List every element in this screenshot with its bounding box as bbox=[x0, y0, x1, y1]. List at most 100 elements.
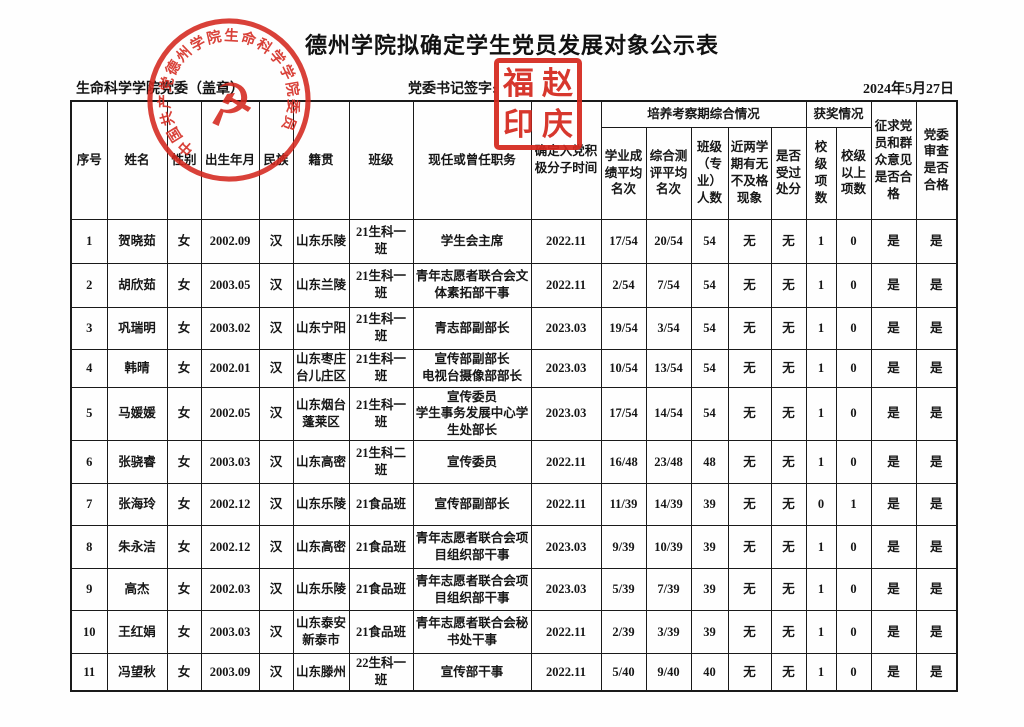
table-row: 11 冯望秋女 2003.09 汉山东滕州 22生科一班 宣传部干事 2022.11 5/40… bbox=[70, 653, 958, 692]
group-header-training: 培养考察期综合情况 bbox=[600, 100, 807, 128]
col-header-index: 序号 bbox=[70, 100, 108, 220]
cell-opinion_qualified: 是 bbox=[870, 440, 917, 485]
document-date: 2024年5月27日 bbox=[863, 82, 954, 97]
cell-punishment: 无 bbox=[770, 653, 807, 692]
cell-school_awards: 0 bbox=[805, 483, 837, 527]
cell-birth: 2002.01 bbox=[200, 348, 260, 388]
table-row: 10 王红娟女 2003.03 汉山东泰安新泰市 21食品班 青年志愿者联合会秘书处干事 2… bbox=[70, 610, 958, 655]
cell-above_school_awards: 0 bbox=[835, 306, 872, 350]
cell-fail_record: 无 bbox=[727, 525, 772, 570]
cell-fail_record: 无 bbox=[727, 386, 772, 442]
cell-academic_rank: 19/54 bbox=[600, 306, 647, 350]
cell-comprehensive_rank: 3/54 bbox=[645, 306, 692, 350]
cell-academic_rank: 10/54 bbox=[600, 348, 647, 388]
cell-position: 青志部副部长 bbox=[412, 306, 532, 350]
cell-native_place: 山东高密 bbox=[292, 440, 350, 485]
cell-index: 5 bbox=[70, 386, 108, 442]
cell-academic_rank: 5/39 bbox=[600, 568, 647, 612]
cell-name: 张海玲 bbox=[106, 483, 168, 527]
cell-class_size: 54 bbox=[690, 306, 729, 350]
col-header-class-size: 班级（专业）人数 bbox=[690, 126, 729, 220]
cell-opinion_qualified: 是 bbox=[870, 610, 917, 655]
cell-index: 3 bbox=[70, 306, 108, 350]
cell-name: 胡欣茹 bbox=[106, 262, 168, 308]
col-header-join-time: 确定入党积极分子时间 bbox=[530, 100, 602, 220]
cell-opinion_qualified: 是 bbox=[870, 386, 917, 442]
table-row: 9 高杰女 2002.03 汉山东乐陵 21食品班 青年志愿者联合会项目组织部干事 2023… bbox=[70, 568, 958, 612]
cell-gender: 女 bbox=[166, 348, 202, 388]
cell-fail_record: 无 bbox=[727, 262, 772, 308]
cell-class_size: 54 bbox=[690, 262, 729, 308]
cell-opinion_qualified: 是 bbox=[870, 568, 917, 612]
cell-index: 4 bbox=[70, 348, 108, 388]
table-row: 3 巩瑞明女 2003.02 汉山东宁阳 21生科一班 青志部副部长 2023.03 19/5… bbox=[70, 306, 958, 350]
cell-name: 高杰 bbox=[106, 568, 168, 612]
cell-fail_record: 无 bbox=[727, 306, 772, 350]
col-header-fail-record: 近两学期有无不及格现象 bbox=[727, 126, 772, 220]
cell-opinion_qualified: 是 bbox=[870, 653, 917, 692]
cell-ethnicity: 汉 bbox=[258, 653, 294, 692]
cell-position: 宣传委员 bbox=[412, 440, 532, 485]
cell-comprehensive_rank: 14/39 bbox=[645, 483, 692, 527]
col-header-academic-rank: 学业成绩平均名次 bbox=[600, 126, 647, 220]
cell-ethnicity: 汉 bbox=[258, 440, 294, 485]
cell-comprehensive_rank: 23/48 bbox=[645, 440, 692, 485]
cell-class: 21生科一班 bbox=[348, 262, 414, 308]
cell-position: 青年志愿者联合会秘书处干事 bbox=[412, 610, 532, 655]
cell-punishment: 无 bbox=[770, 262, 807, 308]
col-header-birth: 出生年月 bbox=[200, 100, 260, 220]
cell-ethnicity: 汉 bbox=[258, 306, 294, 350]
cell-native_place: 山东乐陵 bbox=[292, 568, 350, 612]
cell-ethnicity: 汉 bbox=[258, 386, 294, 442]
cell-join_time: 2022.11 bbox=[530, 653, 602, 692]
col-header-name: 姓名 bbox=[106, 100, 168, 220]
cell-birth: 2003.09 bbox=[200, 653, 260, 692]
cell-class: 21食品班 bbox=[348, 568, 414, 612]
cell-ethnicity: 汉 bbox=[258, 610, 294, 655]
cell-fail_record: 无 bbox=[727, 440, 772, 485]
cell-class: 21生科一班 bbox=[348, 348, 414, 388]
cell-class: 22生科一班 bbox=[348, 653, 414, 692]
cell-academic_rank: 16/48 bbox=[600, 440, 647, 485]
cell-school_awards: 1 bbox=[805, 610, 837, 655]
cell-comprehensive_rank: 20/54 bbox=[645, 218, 692, 264]
cell-gender: 女 bbox=[166, 306, 202, 350]
cell-join_time: 2023.03 bbox=[530, 306, 602, 350]
cell-school_awards: 1 bbox=[805, 306, 837, 350]
cell-position: 宣传委员 学生事务发展中心学生处部长 bbox=[412, 386, 532, 442]
cell-name: 王红娟 bbox=[106, 610, 168, 655]
cell-committee_qualified: 是 bbox=[915, 568, 958, 612]
cell-comprehensive_rank: 9/40 bbox=[645, 653, 692, 692]
table-row: 1 贺晓茹女 2002.09 汉山东乐陵 21生科一班 学生会主席 2022.11 17/54… bbox=[70, 218, 958, 264]
cell-above_school_awards: 0 bbox=[835, 348, 872, 388]
col-header-above-school-awards: 校级以上项数 bbox=[835, 126, 872, 220]
cell-academic_rank: 17/54 bbox=[600, 386, 647, 442]
cell-index: 6 bbox=[70, 440, 108, 485]
cell-index: 11 bbox=[70, 653, 108, 692]
cell-ethnicity: 汉 bbox=[258, 525, 294, 570]
cell-punishment: 无 bbox=[770, 483, 807, 527]
col-header-position: 现任或曾任职务 bbox=[412, 100, 532, 220]
cell-gender: 女 bbox=[166, 218, 202, 264]
cell-committee_qualified: 是 bbox=[915, 348, 958, 388]
cell-native_place: 山东滕州 bbox=[292, 653, 350, 692]
cell-punishment: 无 bbox=[770, 440, 807, 485]
cell-fail_record: 无 bbox=[727, 610, 772, 655]
cell-name: 巩瑞明 bbox=[106, 306, 168, 350]
table-row: 6 张骁睿女 2003.03 汉山东高密 21生科二班 宣传委员 2022.11 16/48 2… bbox=[70, 440, 958, 485]
secretary-signature-label: 党委书记签字: bbox=[408, 82, 497, 97]
cell-committee_qualified: 是 bbox=[915, 218, 958, 264]
cell-birth: 2003.02 bbox=[200, 306, 260, 350]
cell-position: 青年志愿者联合会项目组织部干事 bbox=[412, 568, 532, 612]
cell-join_time: 2022.11 bbox=[530, 610, 602, 655]
cell-gender: 女 bbox=[166, 610, 202, 655]
cell-ethnicity: 汉 bbox=[258, 218, 294, 264]
cell-comprehensive_rank: 3/39 bbox=[645, 610, 692, 655]
page-title: 德州学院拟确定学生党员发展对象公示表 bbox=[304, 33, 719, 58]
cell-gender: 女 bbox=[166, 440, 202, 485]
cell-committee_qualified: 是 bbox=[915, 483, 958, 527]
cell-gender: 女 bbox=[166, 568, 202, 612]
cell-fail_record: 无 bbox=[727, 568, 772, 612]
org-stamp-label: 生命科学学院党委（盖章） bbox=[76, 82, 244, 97]
cell-class: 21食品班 bbox=[348, 483, 414, 527]
